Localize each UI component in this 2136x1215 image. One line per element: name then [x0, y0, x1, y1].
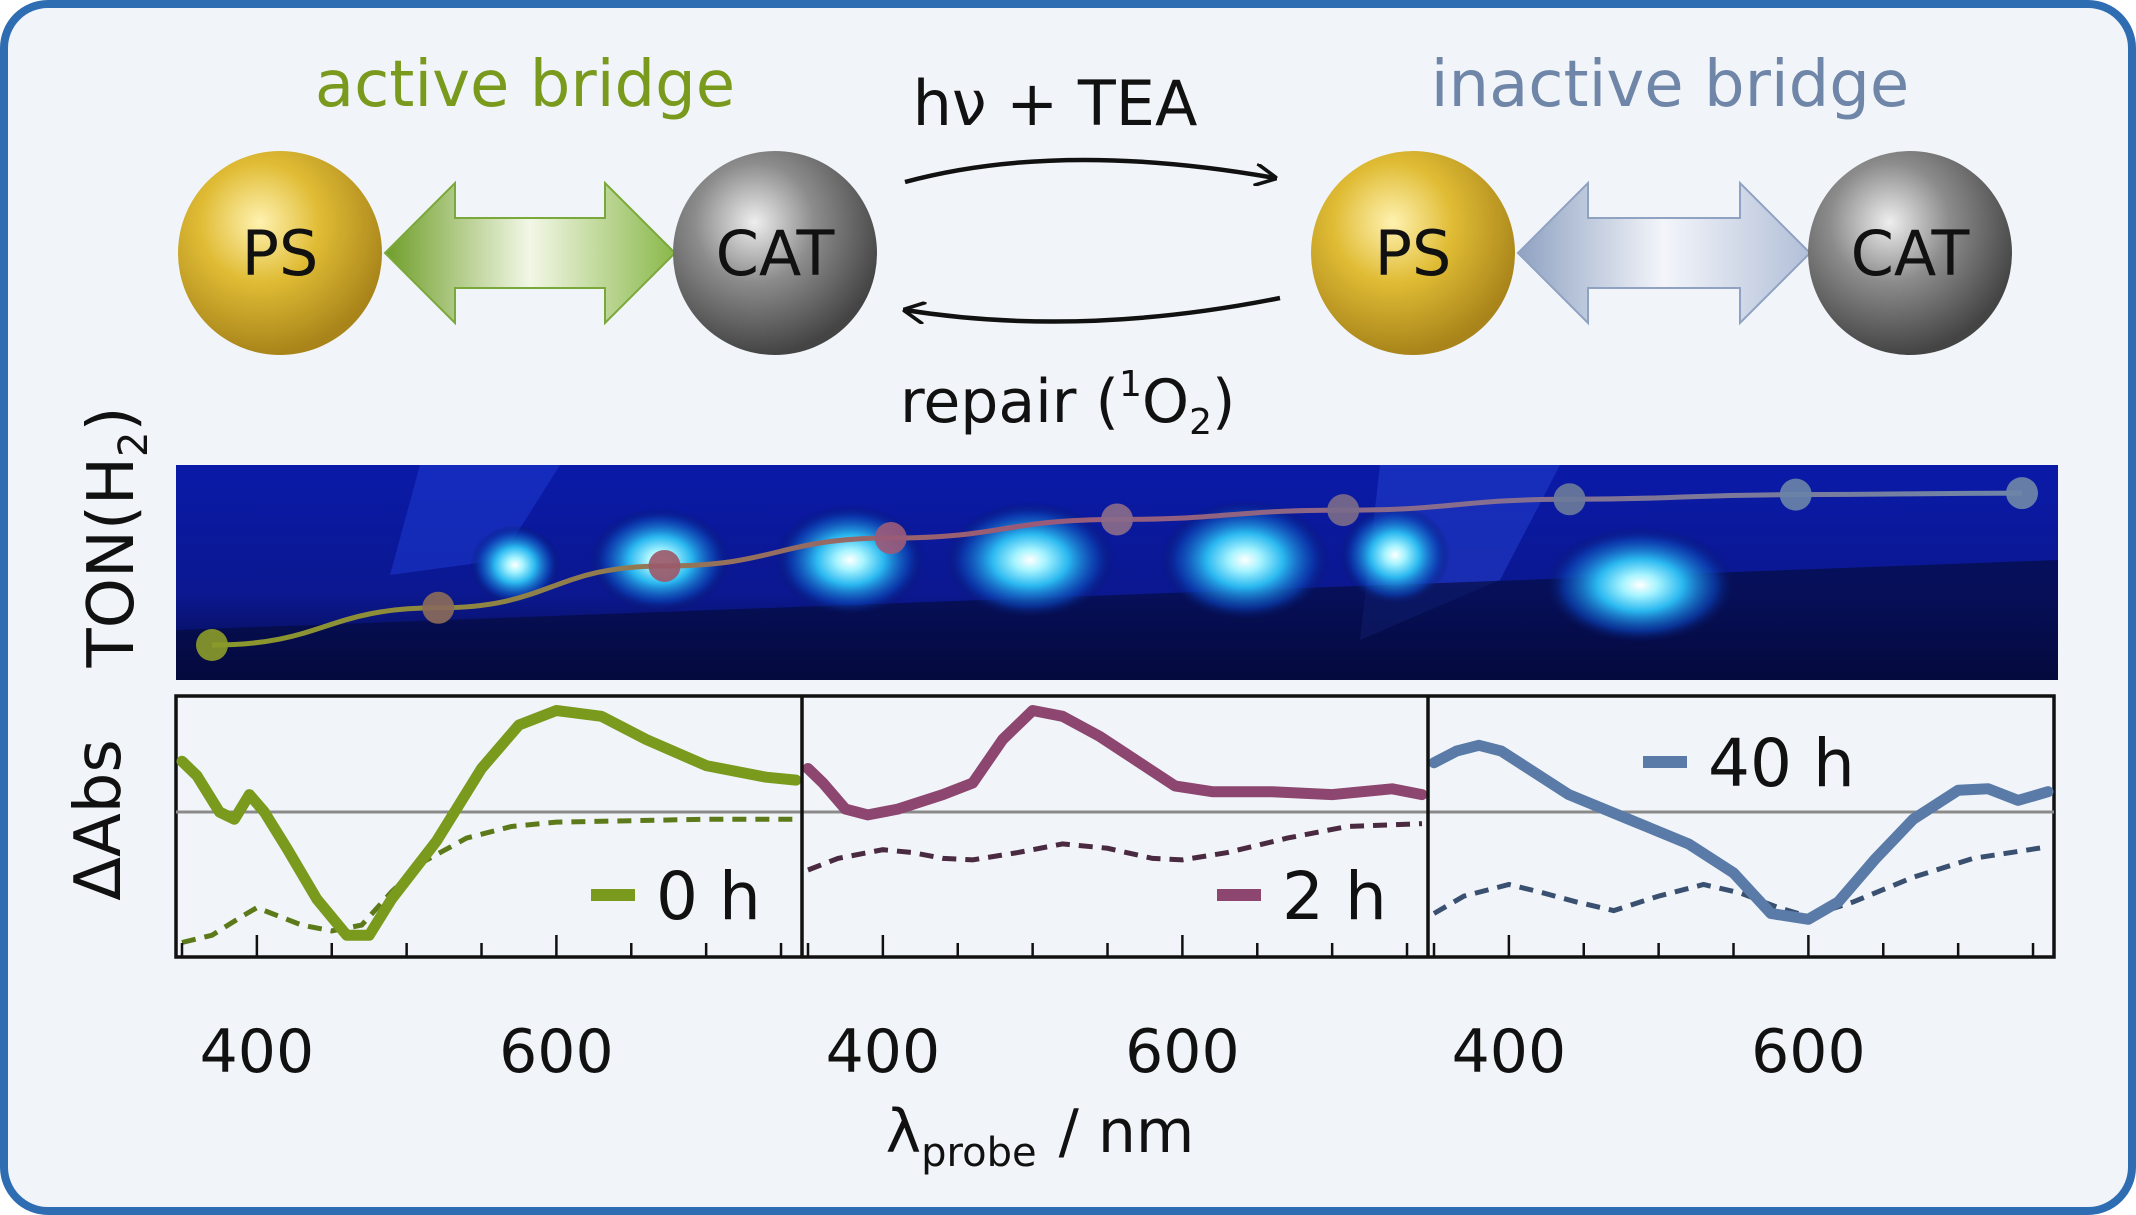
- ton-point: [874, 522, 907, 555]
- ton-point: [2006, 477, 2038, 510]
- ps-label-right: PS: [1375, 217, 1452, 290]
- x-tick-label: 600: [1751, 1017, 1866, 1087]
- ps-sphere-left: [178, 151, 382, 355]
- led-spot: [1340, 505, 1450, 605]
- x-tick-label: 400: [826, 1017, 941, 1087]
- reverse-label: repair (1O2): [900, 364, 1235, 443]
- x-tick-label: 600: [499, 1017, 614, 1087]
- chart-plot-area: [174, 694, 2056, 959]
- dashed-series: [1432, 844, 2049, 920]
- forward-arrow: [904, 157, 1275, 182]
- ps-sphere-right: [1311, 151, 1515, 355]
- chart-ylabel: ΔAbs: [62, 739, 136, 901]
- ton-ylabel: TON(H2): [75, 407, 157, 669]
- chart-xlabel: λprobe / nm: [886, 1097, 1195, 1176]
- led-spot: [1545, 527, 1735, 643]
- ton-point: [196, 629, 228, 661]
- led-photo: [176, 465, 2058, 680]
- cat-label-left: CAT: [716, 217, 836, 290]
- legend-label: 40 h: [1708, 725, 1855, 802]
- legend-label: 0 h: [656, 858, 761, 935]
- cat-label-right: CAT: [1851, 217, 1971, 290]
- ton-point: [1327, 494, 1360, 527]
- ps-label-left: PS: [242, 217, 319, 290]
- ton-point: [1553, 483, 1586, 516]
- active-bridge-label: active bridge: [315, 48, 735, 122]
- reverse-arrow: [905, 295, 1281, 322]
- x-tick-label: 400: [1452, 1017, 1567, 1087]
- solid-series: [802, 705, 1428, 821]
- led-spot: [470, 525, 560, 605]
- x-tick-label: 600: [1125, 1017, 1240, 1087]
- solid-series: [176, 705, 802, 941]
- cat-sphere-right: [1808, 151, 2012, 355]
- forward-label: hν + TEA: [913, 67, 1198, 140]
- led-spot: [1160, 500, 1330, 620]
- legend-label: 2 h: [1282, 858, 1387, 935]
- photo-reflection-1: [390, 465, 560, 575]
- ton-point: [1779, 478, 1812, 511]
- cat-sphere-left: [673, 151, 877, 355]
- x-tick-label: 400: [200, 1017, 315, 1087]
- dashed-series: [807, 821, 1423, 873]
- ton-point: [648, 549, 681, 582]
- ton-point: [422, 591, 455, 624]
- led-spot: [775, 505, 925, 615]
- ton-point: [1101, 503, 1133, 536]
- solid-series: [1428, 739, 2054, 925]
- dashed-series: [181, 816, 796, 945]
- inactive-bridge-label: inactive bridge: [1431, 48, 1910, 122]
